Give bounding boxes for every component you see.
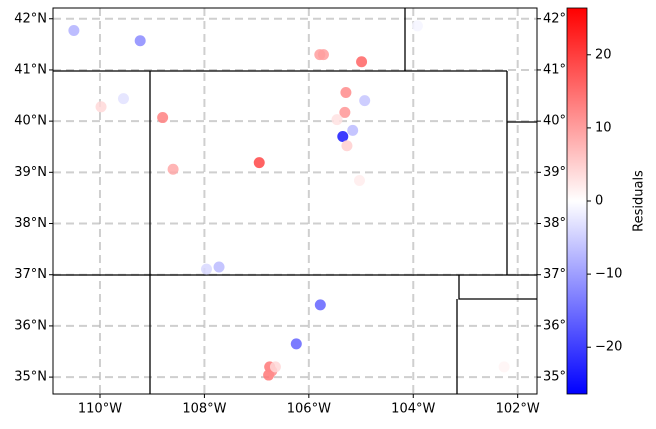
station-point (290, 338, 302, 350)
x-tick-label: 102°W (496, 402, 540, 417)
plot-frame (52, 7, 538, 395)
y-tick-label: 39°N (14, 165, 47, 180)
colorbar-tick-label: 0 (595, 194, 603, 209)
colorbar-tick-label: −10 (595, 267, 622, 282)
colorbar-label: Residuals (632, 170, 647, 232)
station-point (411, 20, 423, 32)
y-tick-label: 42°N (14, 11, 47, 26)
station-point (134, 35, 146, 47)
y-tick-label: 41°N (14, 62, 47, 77)
station-point (498, 361, 510, 373)
station-point (340, 86, 352, 98)
station-point (331, 114, 343, 126)
station-point (347, 124, 359, 136)
x-tick-label: 110°W (78, 402, 122, 417)
station-point (317, 49, 329, 61)
y-tick-label: 36°N (14, 318, 47, 333)
station-point (337, 130, 349, 142)
x-tick-label: 106°W (287, 402, 331, 417)
station-point (253, 157, 265, 169)
colorbar-tick-label: 20 (595, 47, 612, 62)
colorbar-tick-label: −20 (595, 340, 622, 355)
y-tick-label: 35°N (14, 370, 47, 385)
station-point (359, 95, 371, 107)
station-point (95, 101, 107, 113)
y-tick-label: 37°N (14, 267, 47, 282)
station-point (201, 263, 213, 275)
station-point (167, 163, 179, 175)
station-point (157, 112, 169, 124)
station-point (269, 361, 281, 373)
y-tick-label: 40°N (14, 114, 47, 129)
x-tick-label: 104°W (391, 402, 435, 417)
station-point (341, 140, 353, 152)
station-point (213, 261, 225, 273)
station-point (353, 175, 365, 187)
station-point (356, 56, 368, 68)
y-tick-label: 38°N (14, 216, 47, 231)
station-point (314, 299, 326, 311)
station-point (117, 93, 129, 105)
station-point (68, 25, 80, 37)
x-tick-label: 108°W (182, 402, 226, 417)
state-borders (53, 8, 537, 394)
colorbar-tick-label: 10 (595, 120, 612, 135)
station-point (339, 106, 351, 118)
colorbar (566, 7, 588, 395)
